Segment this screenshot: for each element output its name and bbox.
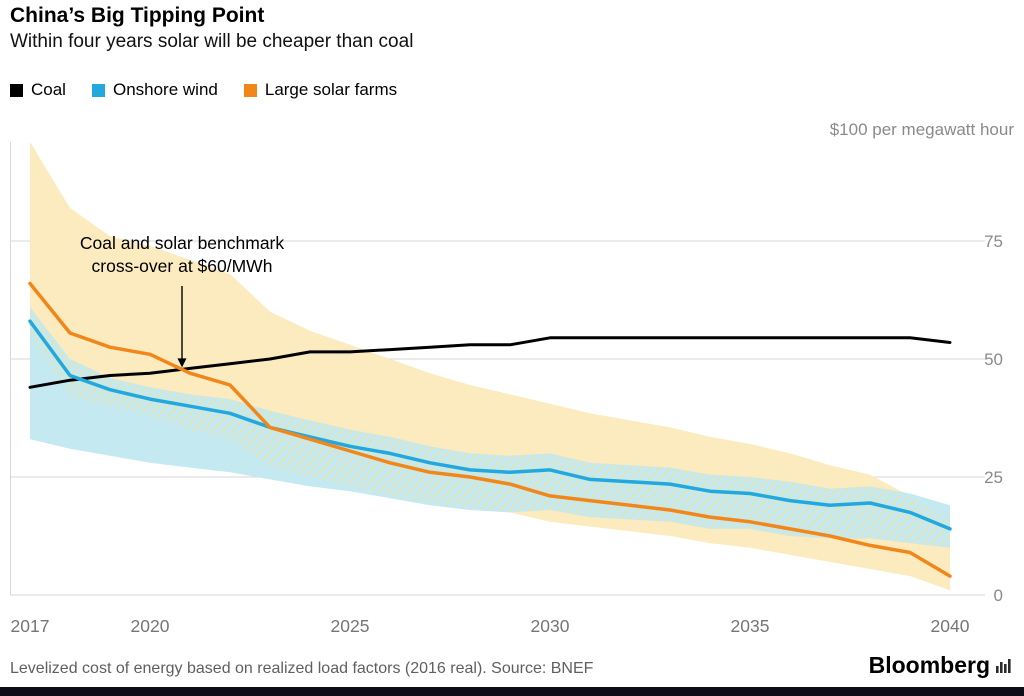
solar-line (28, 281, 952, 578)
wind-line (28, 319, 952, 531)
bloomberg-chart-icon (996, 659, 1011, 673)
x-tick-label-2035: 2035 (731, 616, 770, 636)
legend-item-solar: Large solar farms (243, 80, 398, 100)
line-chart: $100 per megawatt hour 0 25 50 75 2017 2020 20… (10, 120, 1015, 636)
x-tick-label-2040: 2040 (931, 616, 970, 636)
bloomberg-wordmark: Bloomberg (868, 652, 990, 678)
page-subtitle: Within four years solar will be cheaper … (10, 31, 414, 52)
bottom-bar (0, 687, 1024, 696)
annotation-text-line1: Coal and solar benchmark (80, 233, 285, 253)
legend-label-solar: Large solar farms (264, 80, 398, 99)
y-tick-label-75: 75 (984, 232, 1003, 251)
x-tick-label-2017: 2017 (11, 616, 50, 636)
x-tick-label-2025: 2025 (331, 616, 370, 636)
legend-label-wind: Onshore wind (112, 80, 218, 99)
y-tick-label-25: 25 (984, 468, 1003, 487)
x-tick-label-2030: 2030 (531, 616, 570, 636)
y-tick-label-0: 0 (994, 586, 1003, 605)
legend-swatch-wind-icon (91, 83, 105, 97)
bloomberg-logo: Bloomberg (869, 652, 1012, 679)
page-title: China’s Big Tipping Point (10, 4, 265, 27)
legend-label-coal: Coal (31, 80, 66, 99)
source-note: Levelized cost of energy based on realiz… (10, 660, 594, 677)
y-axis-unit-label: $100 per megawatt hour (830, 120, 1015, 139)
legend-swatch-coal-icon (10, 83, 23, 97)
x-tick-label-2020: 2020 (131, 616, 170, 636)
annotation-arrowhead-icon (177, 358, 187, 368)
legend: Coal Onshore wind Large solar farms (10, 80, 397, 100)
annotation-text-line2: cross-over at $60/MWh (92, 256, 273, 276)
legend-swatch-solar-icon (243, 83, 257, 97)
legend-item-coal: Coal (10, 80, 66, 100)
legend-item-onshore-wind: Onshore wind (91, 80, 218, 100)
band-overlap-hatch (30, 307, 950, 548)
y-tick-label-50: 50 (984, 350, 1003, 369)
